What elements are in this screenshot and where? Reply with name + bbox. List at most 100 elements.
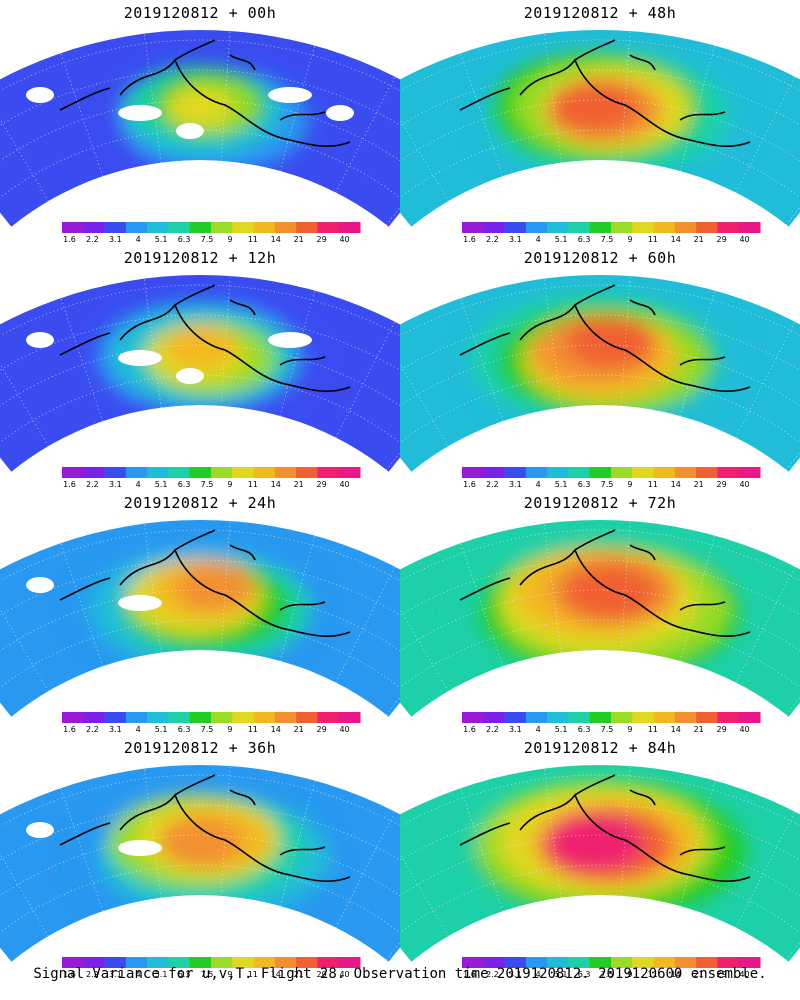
- colorbar-tick-label: 4: [136, 480, 141, 489]
- colorbar-swatch: [232, 712, 255, 723]
- colorbar-swatch: [504, 467, 527, 478]
- colorbar-tick-label: 14: [671, 725, 681, 734]
- colorbar-tick-label: 4: [536, 235, 541, 244]
- colorbar-swatch: [653, 222, 676, 233]
- colorbar-swatch: [696, 712, 718, 723]
- colorbar-tick-label: 2.2: [486, 970, 499, 979]
- colorbar-tick-label: 9: [227, 725, 232, 734]
- colorbar-tick-label: 4: [536, 970, 541, 979]
- colorbar-swatch: [168, 957, 191, 968]
- colorbar-swatch: [83, 467, 106, 478]
- colorbar-swatch: [483, 712, 506, 723]
- colorbar-tick-label: 7.5: [601, 235, 614, 244]
- colorbar-swatch: [504, 712, 527, 723]
- colorbar-swatch: [189, 957, 212, 968]
- panel-title: 2019120812 + 72h: [523, 494, 677, 512]
- colorbar-swatch: [189, 712, 212, 723]
- colorbar-tick-label: 4: [136, 235, 141, 244]
- colorbar-tick-label: 5.1: [155, 480, 168, 489]
- panel-title: 2019120812 + 24h: [123, 494, 277, 512]
- colorbar-tick-label: 7.5: [201, 480, 214, 489]
- colorbar-tick-label: 11: [648, 235, 658, 244]
- colorbar-tick-label: 40: [739, 480, 749, 489]
- signal-variance-map: [0, 275, 400, 472]
- colorbar-swatch: [232, 957, 255, 968]
- colorbar-tick-label: 2.2: [486, 480, 499, 489]
- signal-variance-map: [0, 765, 400, 962]
- colorbar-tick-label: 21: [294, 235, 304, 244]
- colorbar-tick-label: 1.6: [463, 480, 476, 489]
- colorbar-swatch: [504, 222, 527, 233]
- colorbar-swatch: [104, 222, 127, 233]
- colorbar-swatch: [125, 712, 148, 723]
- colorbar-swatch: [104, 467, 127, 478]
- colorbar-swatch: [674, 467, 697, 478]
- colorbar-tick-label: 2.2: [86, 970, 99, 979]
- map-panel: 2019120812 + 24h 1.6 2.2 3.1 4 5.1 6.3 7.5 9 11 14…: [0, 490, 400, 735]
- colorbar-tick-label: 14: [271, 235, 281, 244]
- colorbar-swatch: [147, 957, 169, 968]
- colorbar-tick-label: 2.2: [86, 480, 99, 489]
- colorbar-swatch: [483, 467, 506, 478]
- colorbar-tick-label: 2.2: [86, 725, 99, 734]
- colorbar-swatch: [674, 222, 697, 233]
- signal-variance-map: [400, 520, 800, 717]
- colorbar-swatch: [589, 712, 612, 723]
- colorbar-swatch: [147, 222, 169, 233]
- colorbar-swatch: [211, 712, 233, 723]
- colorbar: 1.6 2.2 3.1 4 5.1 6.3 7.5 9 11 14 21 29 40: [462, 957, 761, 979]
- colorbar-tick-label: 3.1: [509, 235, 522, 244]
- colorbar-swatch: [147, 712, 169, 723]
- colorbar-swatch: [738, 957, 761, 968]
- colorbar-tick-label: 1.6: [63, 970, 76, 979]
- map-panel: 2019120812 + 48h 1.6 2.2 3.1 4 5.1 6.3 7.5 9 11 14…: [400, 0, 800, 245]
- colorbar-swatch: [483, 222, 506, 233]
- colorbar-tick-label: 3.1: [509, 480, 522, 489]
- colorbar-tick-label: 4: [136, 970, 141, 979]
- colorbar-tick-label: 6.3: [578, 725, 591, 734]
- colorbar-swatch: [189, 467, 212, 478]
- colorbar-swatch: [462, 222, 484, 233]
- signal-variance-map: [400, 275, 800, 472]
- map-panel: 2019120812 + 12h 1.6 2.2 3.1 4 5.1 6.3 7.5 9 11 14…: [0, 245, 400, 490]
- colorbar: 1.6 2.2 3.1 4 5.1 6.3 7.5 9 11 14 21 29 40: [462, 467, 761, 489]
- colorbar-swatch: [168, 467, 191, 478]
- map-panel: 2019120812 + 72h 1.6 2.2 3.1 4 5.1 6.3 7.5 9 11 14…: [400, 490, 800, 735]
- colorbar-swatch: [125, 957, 148, 968]
- colorbar-swatch: [632, 467, 655, 478]
- colorbar-tick-label: 14: [271, 480, 281, 489]
- colorbar-swatch: [568, 712, 591, 723]
- colorbar-tick-label: 1.6: [63, 235, 76, 244]
- colorbar-tick-label: 11: [648, 480, 658, 489]
- colorbar-swatch: [317, 222, 340, 233]
- colorbar-tick-label: 11: [648, 725, 658, 734]
- colorbar-tick-label: 6.3: [578, 480, 591, 489]
- colorbar-tick-label: 21: [694, 235, 704, 244]
- colorbar-tick-label: 5.1: [155, 235, 168, 244]
- colorbar-tick-label: 29: [717, 725, 727, 734]
- colorbar-swatch: [568, 222, 591, 233]
- colorbar-swatch: [738, 222, 761, 233]
- colorbar-tick-label: 3.1: [109, 235, 122, 244]
- colorbar-swatch: [125, 222, 148, 233]
- colorbar-swatch: [696, 222, 718, 233]
- colorbar-tick-label: 14: [671, 970, 681, 979]
- colorbar-tick-label: 9: [227, 970, 232, 979]
- colorbar-swatch: [253, 467, 276, 478]
- colorbar-tick-label: 9: [627, 235, 632, 244]
- colorbar: 1.6 2.2 3.1 4 5.1 6.3 7.5 9 11 14 21 29 40: [62, 222, 361, 244]
- colorbar-swatch: [717, 222, 740, 233]
- colorbar-tick-label: 40: [339, 480, 349, 489]
- colorbar-tick-label: 40: [339, 235, 349, 244]
- colorbar-swatch: [717, 467, 740, 478]
- colorbar-swatch: [547, 957, 569, 968]
- colorbar-swatch: [738, 712, 761, 723]
- colorbar-swatch: [168, 222, 191, 233]
- colorbar-tick-label: 14: [671, 235, 681, 244]
- colorbar-tick-label: 3.1: [109, 480, 122, 489]
- colorbar-tick-label: 6.3: [578, 235, 591, 244]
- colorbar-swatch: [738, 467, 761, 478]
- colorbar-tick-label: 29: [717, 235, 727, 244]
- colorbar-tick-label: 2.2: [486, 725, 499, 734]
- colorbar-swatch: [296, 467, 318, 478]
